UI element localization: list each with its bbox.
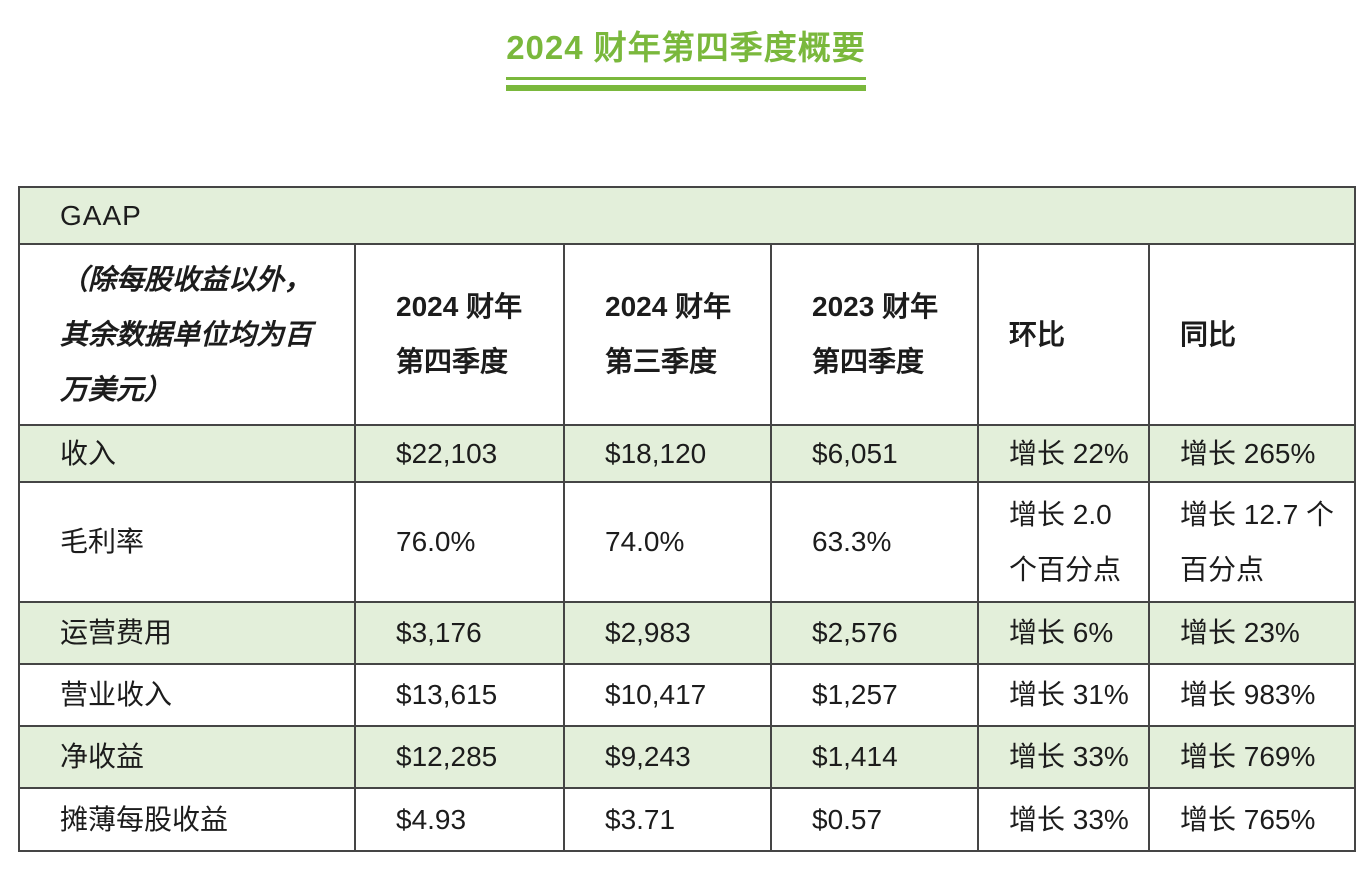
value-cell: 增长 22%: [977, 423, 1150, 483]
table-row: 运营费用 $3,176 $2,983 $2,576 增长 6% 增长 23%: [18, 600, 1356, 665]
value-cell: 增长 265%: [1148, 423, 1356, 483]
gaap-caption-row: GAAP: [18, 185, 1356, 245]
value-cell: $4.93: [354, 786, 565, 852]
value-cell: 增长 983%: [1148, 662, 1356, 727]
row-label: 营业收入: [18, 662, 356, 727]
value-cell: 增长 33%: [977, 786, 1150, 852]
value-cell: $9,243: [563, 724, 772, 789]
value-cell: $13,615: [354, 662, 565, 727]
value-cell: 增长 769%: [1148, 724, 1356, 789]
page-title-block: 2024 财年第四季度概要: [506, 28, 866, 91]
value-cell: $2,576: [770, 600, 979, 665]
value-cell: $1,414: [770, 724, 979, 789]
row-label: 收入: [18, 423, 356, 483]
table-row: 净收益 $12,285 $9,243 $1,414 增长 33% 增长 769%: [18, 724, 1356, 789]
value-cell: 增长 12.7 个 百分点: [1148, 480, 1356, 603]
column-header: 2023 财年 第四季度: [770, 242, 979, 426]
row-label: 摊薄每股收益: [18, 786, 356, 852]
value-cell: $18,120: [563, 423, 772, 483]
value-cell: $3,176: [354, 600, 565, 665]
value-cell: $6,051: [770, 423, 979, 483]
value-cell: 增长 31%: [977, 662, 1150, 727]
column-header: 2024 财年 第三季度: [563, 242, 772, 426]
units-note-header: （除每股收益以外， 其余数据单位均为百 万美元）: [18, 242, 356, 426]
page-header: 2024 财年第四季度概要: [0, 0, 1372, 91]
title-underline-thin: [506, 76, 866, 80]
gaap-caption: GAAP: [18, 185, 1356, 245]
table-row: 营业收入 $13,615 $10,417 $1,257 增长 31% 增长 983%: [18, 662, 1356, 727]
value-cell: 74.0%: [563, 480, 772, 603]
value-cell: 63.3%: [770, 480, 979, 603]
value-cell: $22,103: [354, 423, 565, 483]
value-cell: $3.71: [563, 786, 772, 852]
table-row: 毛利率 76.0% 74.0% 63.3% 增长 2.0 个百分点 增长 12.7 个 百…: [18, 480, 1356, 603]
financial-summary-table: GAAP （除每股收益以外， 其余数据单位均为百 万美元） 2024 财年 第四季…: [18, 185, 1356, 852]
page-title: 2024 财年第四季度概要: [506, 29, 866, 66]
table-row: 收入 $22,103 $18,120 $6,051 增长 22% 增长 265%: [18, 423, 1356, 483]
value-cell: $12,285: [354, 724, 565, 789]
row-label: 运营费用: [18, 600, 356, 665]
column-header: 2024 财年 第四季度: [354, 242, 565, 426]
value-cell: 增长 765%: [1148, 786, 1356, 852]
value-cell: $0.57: [770, 786, 979, 852]
row-label: 净收益: [18, 724, 356, 789]
value-cell: 增长 23%: [1148, 600, 1356, 665]
row-label: 毛利率: [18, 480, 356, 603]
table-row: 摊薄每股收益 $4.93 $3.71 $0.57 增长 33% 增长 765%: [18, 786, 1356, 852]
value-cell: 增长 33%: [977, 724, 1150, 789]
column-header-row: （除每股收益以外， 其余数据单位均为百 万美元） 2024 财年 第四季度 2024…: [18, 242, 1356, 426]
value-cell: 增长 2.0 个百分点: [977, 480, 1150, 603]
value-cell: $2,983: [563, 600, 772, 665]
column-header: 环比: [977, 242, 1150, 426]
value-cell: 增长 6%: [977, 600, 1150, 665]
title-underline-thick: [506, 84, 866, 91]
value-cell: $10,417: [563, 662, 772, 727]
value-cell: $1,257: [770, 662, 979, 727]
column-header: 同比: [1148, 242, 1356, 426]
value-cell: 76.0%: [354, 480, 565, 603]
